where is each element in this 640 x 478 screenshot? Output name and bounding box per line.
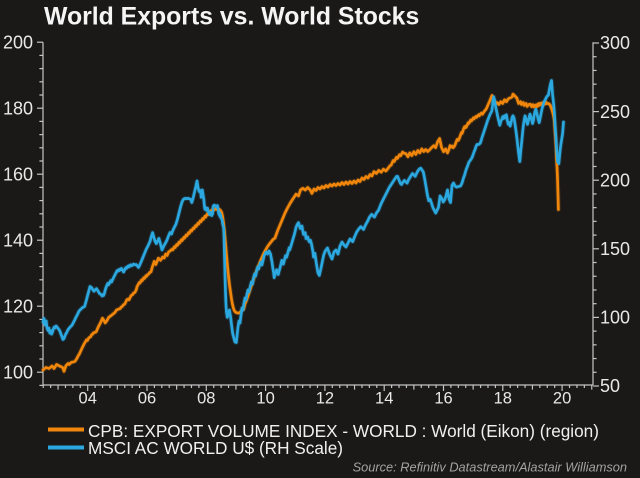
svg-text:20: 20 xyxy=(553,390,571,408)
svg-text:18: 18 xyxy=(494,390,512,408)
svg-text:06: 06 xyxy=(138,390,156,408)
svg-text:160: 160 xyxy=(3,165,33,185)
svg-text:10: 10 xyxy=(256,390,274,408)
svg-text:200: 200 xyxy=(600,170,630,190)
svg-text:140: 140 xyxy=(3,231,33,251)
svg-text:Source: Refinitiv Datastream/A: Source: Refinitiv Datastream/Alastair Wi… xyxy=(353,460,627,475)
svg-text:150: 150 xyxy=(600,239,630,259)
svg-text:16: 16 xyxy=(434,390,452,408)
svg-text:08: 08 xyxy=(197,390,215,408)
svg-text:180: 180 xyxy=(3,99,33,119)
svg-text:MSCI AC WORLD U$ (RH Scale): MSCI AC WORLD U$ (RH Scale) xyxy=(88,438,343,458)
svg-text:World Exports vs. World Stocks: World Exports vs. World Stocks xyxy=(44,4,419,31)
svg-text:300: 300 xyxy=(600,33,630,53)
svg-text:250: 250 xyxy=(600,102,630,122)
svg-text:100: 100 xyxy=(600,308,630,328)
svg-text:120: 120 xyxy=(3,297,33,317)
svg-text:200: 200 xyxy=(3,33,33,53)
svg-text:14: 14 xyxy=(375,390,393,408)
svg-text:50: 50 xyxy=(600,376,620,396)
svg-text:04: 04 xyxy=(79,390,97,408)
svg-text:12: 12 xyxy=(316,390,334,408)
svg-text:CPB: EXPORT VOLUME INDEX - WOR: CPB: EXPORT VOLUME INDEX - WORLD : World… xyxy=(88,421,599,441)
svg-text:100: 100 xyxy=(3,363,33,383)
